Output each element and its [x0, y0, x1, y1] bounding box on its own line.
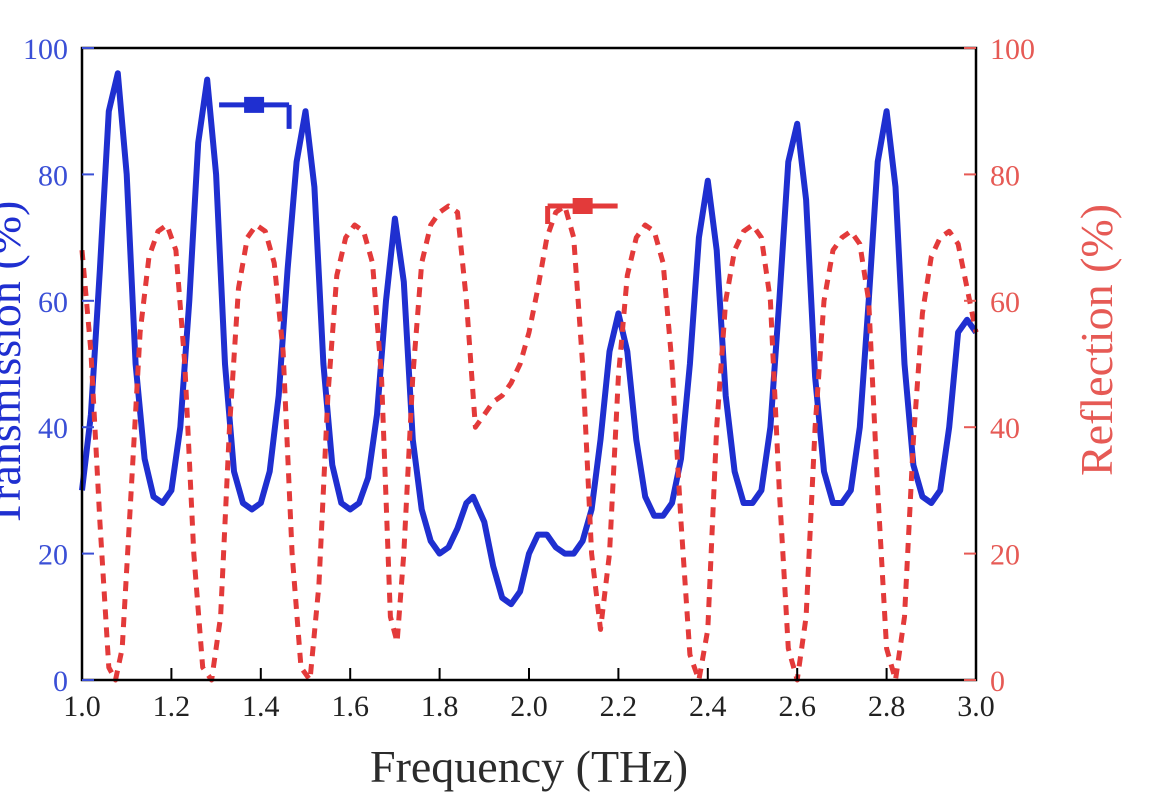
transmission-series-line	[79, 70, 979, 608]
x-tick-label: 1.0	[63, 690, 101, 723]
x-tick-label: 2.0	[510, 690, 548, 723]
right-y-tick-label: 100	[990, 33, 1035, 66]
reflection-series-line	[79, 203, 979, 683]
left-y-tick-label: 80	[38, 159, 68, 192]
right-y-axis-title: Reflection (%)	[1071, 204, 1122, 476]
left-y-tick-label: 60	[38, 286, 68, 319]
x-tick-label: 1.8	[421, 690, 459, 723]
series-layer	[79, 70, 979, 683]
x-axis-title: Frequency (THz)	[370, 741, 688, 792]
right-y-tick-label: 0	[990, 665, 1005, 698]
x-tick-label: 1.4	[242, 690, 280, 723]
x-tick-label: 2.4	[689, 690, 727, 723]
left-y-tick-label: 20	[38, 539, 68, 572]
transmission-marker	[244, 96, 265, 113]
left-y-axis-title: Transmission (%)	[0, 201, 30, 528]
x-tick-label: 2.2	[600, 690, 638, 723]
x-tick-label: 2.8	[868, 690, 906, 723]
x-tick-label: 3.0	[957, 690, 995, 723]
x-tick-label: 2.6	[778, 690, 816, 723]
right-y-tick-label: 80	[990, 159, 1020, 192]
left-y-tick-label: 40	[38, 412, 68, 445]
right-y-tick-label: 40	[990, 412, 1020, 445]
series-markers	[219, 96, 618, 224]
left-y-tick-label: 100	[23, 33, 68, 66]
right-y-tick-label: 60	[990, 286, 1020, 319]
x-tick-label: 1.2	[153, 690, 191, 723]
left-y-tick-label: 0	[53, 665, 68, 698]
right-y-axis-ticks: 0 20 40 60 80 100	[964, 33, 1035, 698]
right-y-tick-label: 20	[990, 539, 1020, 572]
x-tick-label: 1.6	[331, 690, 369, 723]
x-axis-ticks: 1.0 1.2 1.4 1.6 1.8 2.0 2.2 2.4 2.6 2.8 3.0	[63, 668, 995, 723]
reflection-marker	[572, 198, 593, 214]
left-y-axis-ticks: 0 20 40 60 80 100	[23, 33, 94, 698]
